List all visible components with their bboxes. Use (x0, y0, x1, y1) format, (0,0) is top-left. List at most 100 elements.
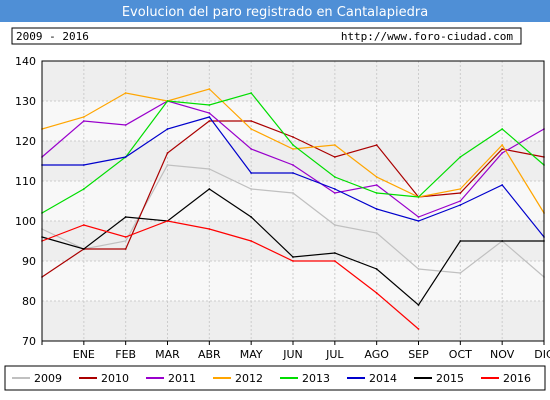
x-tick-label: JUN (282, 348, 303, 361)
data-point-2015 (292, 256, 294, 258)
data-point-2015 (501, 240, 504, 242)
y-tick-label: 130 (15, 95, 36, 108)
x-tick-label: NOV (490, 348, 515, 361)
legend: 2009 2010 2011 2012 2013 2014 2015 2016 (12, 372, 531, 385)
x-tick-label: DIC (534, 348, 550, 361)
data-point-2013 (459, 156, 462, 158)
data-point-2013 (208, 104, 211, 106)
data-point-2012 (375, 176, 378, 178)
data-point-2011 (459, 200, 462, 202)
data-point-2010 (208, 120, 211, 122)
data-point-2011 (124, 124, 127, 126)
data-point-2015 (82, 248, 85, 250)
data-point-2009 (250, 188, 253, 190)
data-point-2010 (333, 156, 336, 158)
data-point-2012 (124, 92, 127, 94)
data-point-2011 (250, 148, 253, 150)
y-tick-label: 140 (15, 55, 36, 68)
y-tick-label: 80 (22, 295, 36, 308)
legend-label-2010: 2010 (101, 372, 129, 385)
y-tick-label: 110 (15, 175, 36, 188)
x-tick-label: FEB (115, 348, 136, 361)
data-point-2012 (208, 88, 211, 90)
y-tick-label: 70 (22, 335, 36, 348)
y-axis-ticks: 70 80 90 100 110 120 130 140 (15, 55, 36, 348)
data-point-2014 (459, 204, 462, 206)
data-point-2015 (375, 268, 378, 270)
data-point-2014 (375, 208, 378, 210)
data-point-2010 (375, 144, 378, 146)
data-point-2015 (459, 240, 462, 242)
data-point-2013 (417, 196, 420, 198)
data-point-2016 (333, 260, 336, 262)
data-point-2011 (208, 112, 211, 114)
data-point-2013 (82, 188, 85, 190)
data-point-2010 (166, 152, 169, 154)
data-point-2011 (375, 184, 378, 186)
data-point-2014 (82, 164, 85, 166)
x-tick-label: AGO (364, 348, 389, 361)
x-axis-ticks: ENE FEB MAR ABR MAY JUN JUL AGO SEP OCT NOV DIC (41, 341, 550, 361)
data-point-2014 (208, 116, 211, 118)
data-point-2012 (82, 116, 85, 118)
data-point-2010 (250, 120, 253, 122)
data-point-2015 (250, 216, 253, 218)
data-point-2016 (250, 240, 253, 242)
data-point-2013 (166, 100, 169, 102)
data-point-2011 (501, 152, 504, 154)
legend-label-2014: 2014 (369, 372, 397, 385)
x-tick-label: OCT (449, 348, 472, 361)
data-point-2012 (250, 128, 253, 130)
data-point-2011 (82, 120, 85, 122)
data-point-2014 (124, 156, 127, 158)
data-point-2013 (292, 144, 294, 146)
data-point-2013 (250, 92, 253, 94)
data-point-2009 (124, 240, 127, 242)
data-point-2014 (250, 172, 253, 174)
data-point-2012 (292, 148, 294, 150)
data-point-2013 (333, 176, 336, 178)
series-line-2016 (41, 220, 419, 330)
data-point-2014 (292, 172, 294, 174)
data-point-2009 (292, 192, 294, 194)
legend-label-2015: 2015 (436, 372, 464, 385)
data-point-2011 (417, 216, 420, 218)
plot-border (41, 60, 545, 342)
x-tick-label: MAY (240, 348, 263, 361)
y-tick-label: 100 (15, 215, 36, 228)
data-point-2012 (501, 144, 504, 146)
data-point-2014 (501, 184, 504, 186)
y-tick-label: 90 (22, 255, 36, 268)
header-box (11, 27, 522, 45)
legend-label-2011: 2011 (168, 372, 196, 385)
data-point-2016 (166, 220, 169, 222)
data-point-2014 (417, 220, 420, 222)
source-url: http://www.foro-ciudad.com (341, 30, 514, 43)
chart-title: Evolucion del paro registrado en Cantala… (122, 5, 428, 20)
data-point-2016 (124, 236, 127, 238)
x-tick-label: MAR (155, 348, 180, 361)
x-tick-label: JUL (325, 348, 344, 361)
x-tick-label: ENE (73, 348, 95, 361)
data-point-2010 (292, 136, 294, 138)
x-tick-label: SEP (408, 348, 429, 361)
data-point-2014 (333, 188, 336, 190)
legend-label-2012: 2012 (235, 372, 263, 385)
data-point-2009 (208, 168, 211, 170)
legend-label-2009: 2009 (34, 372, 62, 385)
period-label: 2009 - 2016 (16, 30, 89, 43)
data-point-2015 (333, 252, 336, 254)
data-point-2010 (459, 192, 462, 194)
data-point-2009 (166, 164, 169, 166)
data-point-2009 (417, 268, 420, 270)
data-point-2015 (208, 188, 211, 190)
data-point-2011 (333, 192, 336, 194)
legend-label-2013: 2013 (302, 372, 330, 385)
data-point-2009 (459, 272, 462, 274)
data-point-2009 (375, 232, 378, 234)
data-point-2009 (333, 224, 336, 226)
data-point-2010 (124, 248, 127, 250)
data-point-2011 (292, 164, 294, 166)
data-point-2013 (501, 128, 504, 130)
